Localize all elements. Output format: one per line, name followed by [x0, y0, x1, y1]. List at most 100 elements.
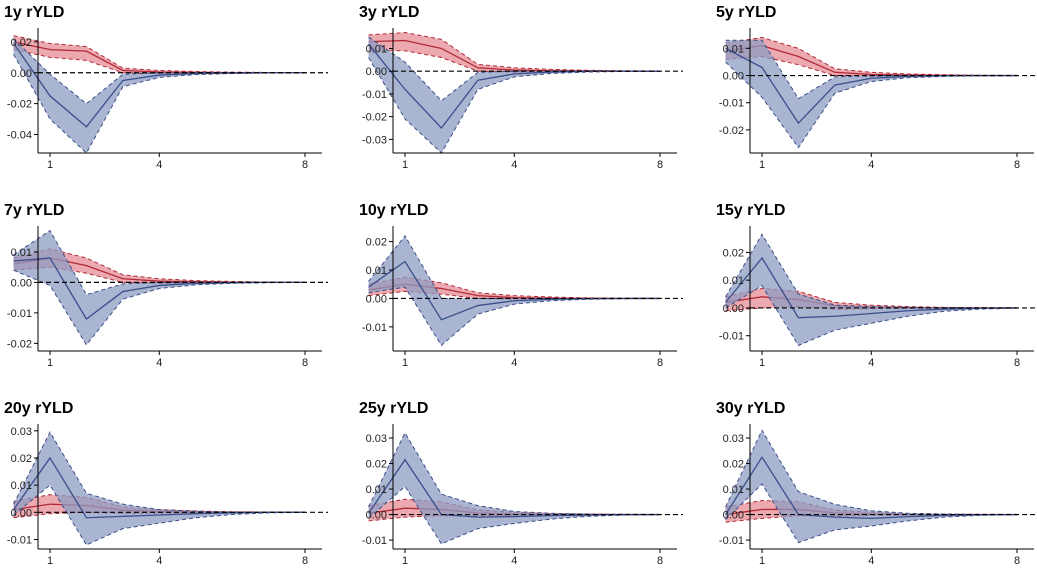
irf-panel: 30y rYLD 0.03 0.02 0.01 0.00 -0.01 1 4 8 — [712, 396, 1037, 586]
x-tick-label: 4 — [868, 357, 874, 369]
y-tick-label: 0.00 — [366, 293, 387, 305]
panel-title: 20y rYLD — [4, 400, 74, 417]
y-tick-label: 0.02 — [723, 247, 744, 259]
x-tick-label: 1 — [47, 357, 53, 369]
y-tick-label: 0.02 — [723, 459, 744, 471]
y-tick-label: 0.01 — [11, 480, 32, 492]
x-tick-label: 8 — [1014, 555, 1020, 567]
y-tick-label: 0.01 — [11, 247, 32, 259]
panel-title: 1y rYLD — [4, 4, 65, 21]
irf-panel: 1y rYLD 0.02 0.00 -0.02 -0.04 1 4 8 — [0, 0, 345, 190]
y-tick-label: -0.04 — [7, 129, 32, 141]
positive-shock-upper-bound — [13, 35, 306, 74]
x-tick-label: 1 — [402, 159, 408, 171]
y-tick-label: 0.00 — [11, 507, 32, 519]
y-tick-label: 0.02 — [11, 37, 32, 49]
y-tick-label: -0.01 — [719, 98, 744, 110]
panel-plot: 0.01 0.00 -0.01 -0.02 1 4 8 — [719, 28, 1037, 171]
negative-shock-ci-band — [368, 235, 660, 346]
y-tick-label: -0.02 — [7, 99, 32, 111]
irf-panel: 25y rYLD 0.03 0.02 0.01 0.00 -0.01 1 4 8 — [355, 396, 700, 586]
irf-panel: 7y rYLD 0.01 0.00 -0.01 -0.02 1 4 8 — [0, 198, 345, 388]
panel-plot: 0.02 0.01 0.00 -0.01 1 4 8 — [362, 226, 683, 369]
negative-shock-ci-band — [13, 230, 305, 345]
x-tick-label: 4 — [868, 159, 874, 171]
y-tick-label: -0.01 — [362, 322, 387, 334]
y-tick-label: 0.00 — [11, 277, 32, 289]
x-tick-label: 4 — [156, 555, 162, 567]
x-tick-label: 8 — [1014, 357, 1020, 369]
x-tick-label: 1 — [47, 159, 53, 171]
x-tick-label: 1 — [402, 357, 408, 369]
negative-shock-ci-band — [725, 40, 1017, 148]
x-tick-label: 4 — [868, 555, 874, 567]
y-tick-label: 0.02 — [11, 453, 32, 465]
panel-title: 3y rYLD — [359, 4, 420, 21]
x-tick-label: 8 — [302, 357, 308, 369]
y-tick-label: -0.01 — [362, 535, 387, 547]
positive-shock-ci-band — [368, 32, 660, 73]
y-tick-label: 0.01 — [723, 484, 744, 496]
x-tick-label: 8 — [657, 159, 663, 171]
irf-panel: 5y rYLD 0.01 0.00 -0.01 -0.02 1 4 8 — [712, 0, 1037, 190]
y-tick-label: 0.01 — [723, 275, 744, 287]
negative-shock-lower-bound — [13, 484, 306, 546]
panel-title: 25y rYLD — [359, 400, 429, 417]
irf-panel: 15y rYLD 0.02 0.01 0.00 -0.01 1 4 8 — [712, 198, 1037, 388]
x-tick-label: 4 — [156, 159, 162, 171]
y-tick-label: -0.02 — [362, 112, 387, 124]
negative-shock-lower-bound — [725, 285, 1018, 347]
y-tick-label: 0.00 — [723, 510, 744, 522]
y-tick-label: 0.00 — [723, 303, 744, 315]
y-tick-label: 0.00 — [11, 68, 32, 80]
x-tick-label: 4 — [511, 159, 517, 171]
panel-plot: 0.03 0.02 0.01 0.00 -0.01 1 4 8 — [7, 424, 328, 567]
y-tick-label: -0.01 — [7, 308, 32, 320]
y-tick-label: 0.01 — [723, 43, 744, 55]
irf-panel: 20y rYLD 0.03 0.02 0.01 0.00 -0.01 1 4 8 — [0, 396, 345, 586]
negative-shock-lower-bound — [725, 61, 1018, 149]
y-tick-label: 0.00 — [366, 66, 387, 78]
negative-shock-upper-bound — [725, 429, 1017, 516]
panel-plot: 0.02 0.00 -0.02 -0.04 1 4 8 — [7, 28, 328, 171]
x-tick-label: 8 — [302, 555, 308, 567]
y-tick-label: -0.02 — [7, 338, 32, 350]
y-tick-label: 0.03 — [723, 433, 744, 445]
x-tick-label: 8 — [657, 357, 663, 369]
y-tick-label: 0.02 — [366, 237, 387, 249]
y-tick-label: -0.03 — [362, 134, 387, 146]
positive-shock-upper-bound — [725, 36, 1018, 77]
negative-shock-lower-bound — [368, 485, 661, 545]
negative-shock-ci-band — [725, 430, 1017, 543]
irf-panel-grid: 1y rYLD 0.02 0.00 -0.02 -0.04 1 4 8 3y rYLD 0.01 0… — [0, 0, 1037, 567]
y-tick-label: -0.01 — [362, 89, 387, 101]
y-tick-label: 0.03 — [11, 426, 32, 438]
panel-title: 10y rYLD — [359, 202, 429, 219]
y-tick-label: -0.01 — [719, 535, 744, 547]
y-tick-label: 0.03 — [366, 433, 387, 445]
irf-panel: 10y rYLD 0.02 0.01 0.00 -0.01 1 4 8 — [355, 198, 700, 388]
y-tick-label: 0.01 — [366, 43, 387, 55]
panel-title: 30y rYLD — [716, 400, 786, 417]
irf-panel: 3y rYLD 0.01 0.00 -0.01 -0.02 -0.03 1 4 8 — [355, 0, 700, 190]
x-tick-label: 4 — [511, 555, 517, 567]
negative-shock-upper-bound — [13, 38, 305, 105]
y-tick-label: -0.01 — [719, 331, 744, 343]
y-tick-label: -0.01 — [7, 534, 32, 546]
x-tick-label: 1 — [759, 555, 765, 567]
y-tick-label: 0.02 — [366, 459, 387, 471]
y-tick-label: 0.01 — [366, 265, 387, 277]
negative-shock-ci-band — [13, 38, 305, 153]
panel-title: 15y rYLD — [716, 202, 786, 219]
x-tick-label: 8 — [657, 555, 663, 567]
x-tick-label: 4 — [156, 357, 162, 369]
panel-plot: 0.01 0.00 -0.01 -0.02 -0.03 1 4 8 — [362, 28, 683, 171]
y-tick-label: 0.00 — [366, 510, 387, 522]
negative-shock-ci-band — [13, 432, 305, 545]
panel-title: 5y rYLD — [716, 4, 777, 21]
negative-shock-ci-band — [368, 37, 660, 153]
x-tick-label: 8 — [302, 159, 308, 171]
x-tick-label: 4 — [511, 357, 517, 369]
negative-shock-ci-band — [368, 432, 660, 544]
y-tick-label: -0.02 — [719, 125, 744, 137]
